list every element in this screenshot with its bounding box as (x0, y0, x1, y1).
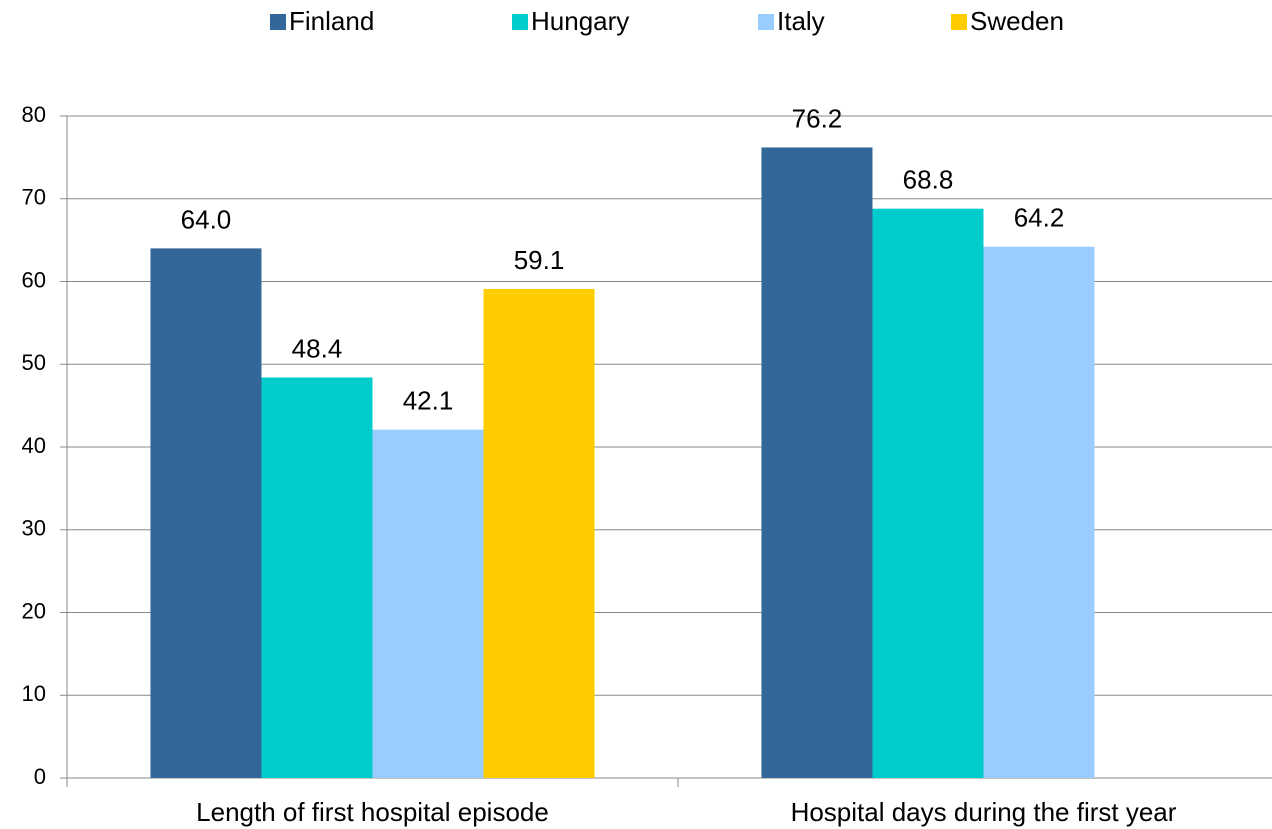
y-tick-label: 40 (22, 433, 46, 458)
value-label: 59.1 (514, 245, 565, 275)
y-tick-label: 10 (22, 681, 46, 706)
y-tick-label: 0 (34, 764, 46, 789)
legend-label: Italy (777, 6, 825, 36)
bar (150, 248, 262, 778)
legend-label: Finland (289, 6, 374, 36)
legend-swatch (270, 14, 286, 30)
y-tick-label: 80 (22, 102, 46, 127)
legend-swatch (951, 14, 967, 30)
legend-label: Sweden (970, 6, 1064, 36)
legend-swatch (758, 14, 774, 30)
y-tick-label: 20 (22, 598, 46, 623)
legend-swatch (512, 14, 528, 30)
value-label: 42.1 (403, 385, 454, 415)
bar (261, 377, 373, 778)
y-tick-label: 60 (22, 267, 46, 292)
value-label: 64.0 (181, 204, 232, 234)
x-tick-label: Hospital days during the first year (791, 797, 1177, 827)
y-tick-label: 30 (22, 516, 46, 541)
legend-label: Hungary (531, 6, 629, 36)
bar (872, 208, 984, 778)
y-tick-label: 70 (22, 185, 46, 210)
x-tick-label: Length of first hospital episode (196, 797, 549, 827)
bar (983, 246, 1095, 778)
y-tick-label: 50 (22, 350, 46, 375)
value-label: 64.2 (1014, 203, 1065, 233)
value-label: 68.8 (903, 165, 954, 195)
bar (372, 429, 484, 778)
bar (761, 147, 873, 778)
value-label: 48.4 (292, 333, 343, 363)
value-label: 76.2 (792, 103, 843, 133)
bar (483, 288, 595, 778)
